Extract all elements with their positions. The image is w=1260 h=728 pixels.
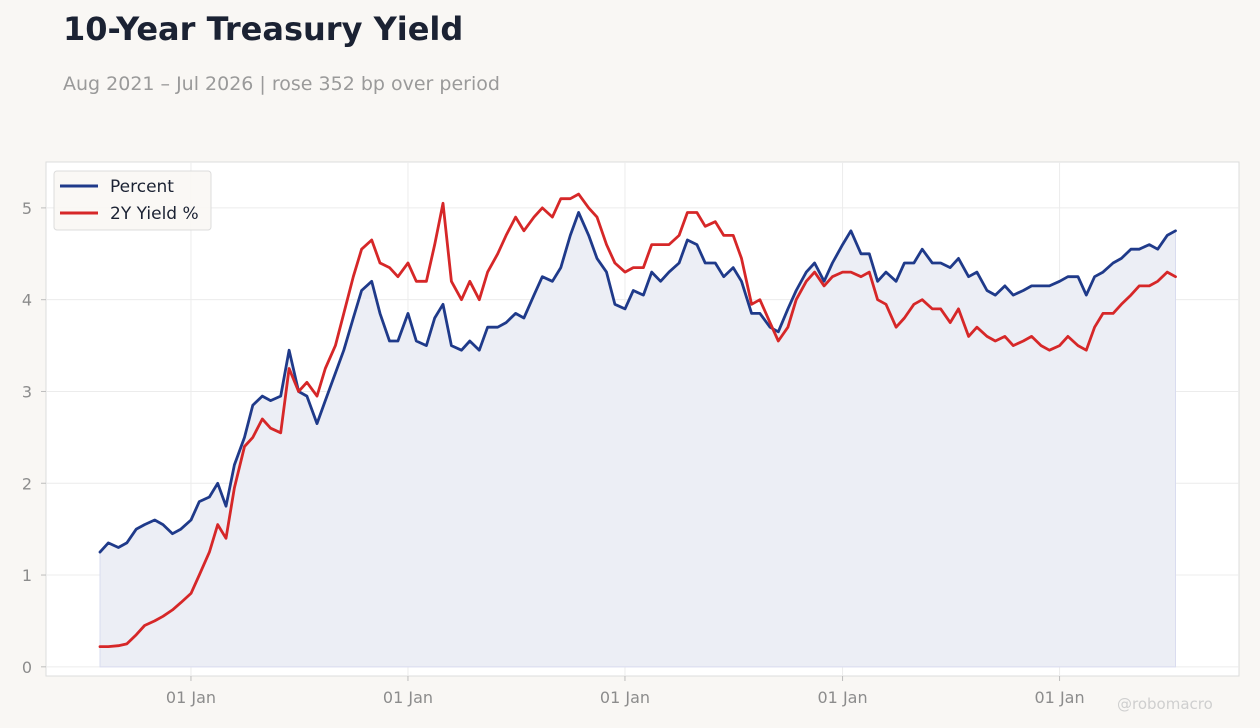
x-tick-label: 01 Jan	[383, 688, 433, 707]
series-line-percent	[98, 211, 1177, 554]
x-axis: 01 Jan 01 Jan 01 Jan 01 Jan 01 Jan	[166, 676, 1085, 707]
chart-subtitle: Aug 2021 – Jul 2026 | rose 352 bp over p…	[63, 73, 500, 95]
legend-label-percent: Percent	[110, 177, 174, 197]
x-tick-label: 01 Jan	[600, 688, 650, 707]
y-tick-label: 2	[22, 474, 32, 493]
y-tick-label: 5	[22, 199, 32, 218]
legend-label-2y-yield: 2Y Yield %	[110, 204, 199, 224]
legend: Percent 2Y Yield %	[53, 170, 212, 231]
series-line-2y-yield	[98, 192, 1177, 648]
x-tick-label: 01 Jan	[1035, 688, 1085, 707]
y-tick-label: 0	[22, 658, 32, 677]
x-tick-label: 01 Jan	[818, 688, 868, 707]
chart-title: 10-Year Treasury Yield	[63, 10, 464, 48]
y-tick-label: 3	[22, 382, 32, 401]
y-tick-label: 1	[22, 566, 32, 585]
watermark: @robomacro	[1117, 695, 1213, 713]
y-axis: 0 1 2 3 4 5	[22, 199, 46, 677]
x-tick-label: 01 Jan	[166, 688, 216, 707]
series-lines	[98, 192, 1177, 648]
y-tick-label: 4	[22, 291, 32, 310]
